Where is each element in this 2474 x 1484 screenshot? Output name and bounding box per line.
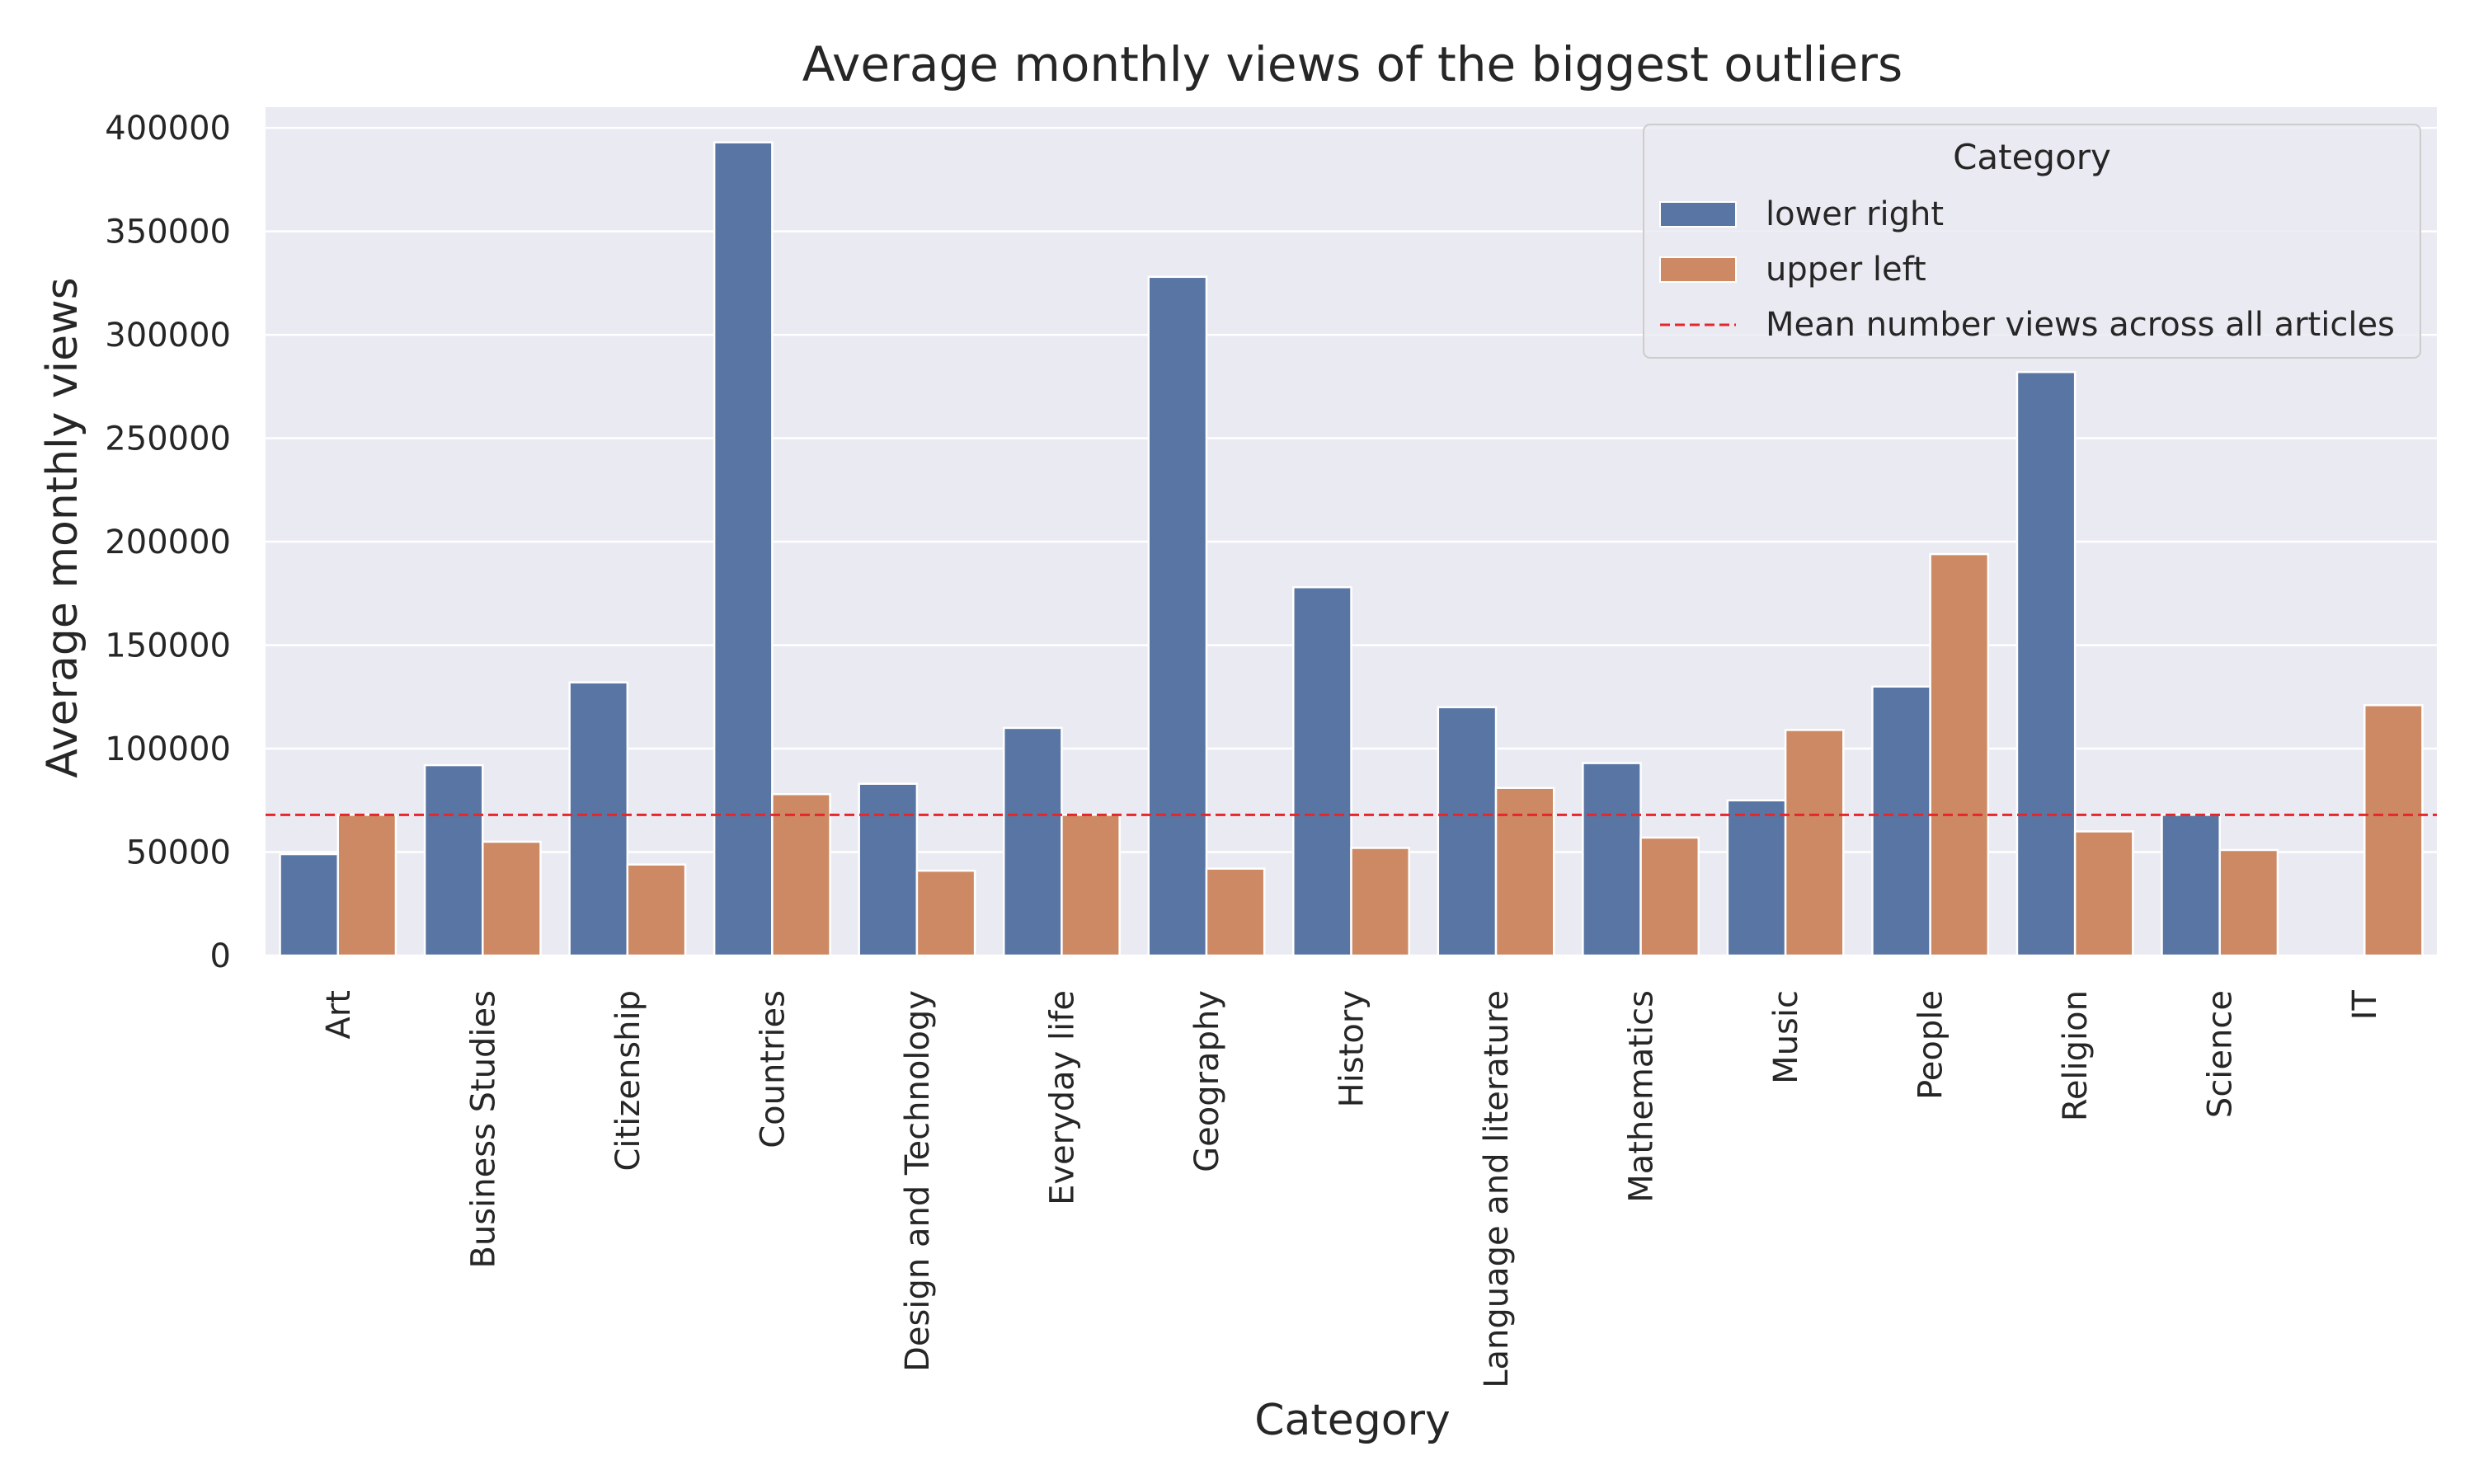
y-tick-label: 400000	[105, 110, 231, 148]
y-tick-labels: 0 50000 100000 150000 200000 250000 300000 3500…	[105, 110, 231, 975]
x-tick-label: Mathematics	[1623, 990, 1661, 1203]
bar	[2161, 814, 2221, 957]
x-tick-label: Everyday life	[1043, 990, 1081, 1205]
y-tick-label: 0	[210, 937, 231, 975]
bar	[626, 863, 687, 957]
y-tick-label: 200000	[105, 524, 231, 561]
bar	[1061, 814, 1121, 957]
bar	[336, 814, 397, 957]
legend-swatch	[1659, 201, 1737, 228]
legend-label: Mean number views across all articles	[1766, 306, 2395, 344]
bar	[1494, 787, 1555, 957]
bar	[2363, 704, 2424, 957]
bar	[482, 840, 542, 957]
legend-box	[1643, 124, 2421, 359]
y-tick-label: 350000	[105, 214, 231, 251]
y-tick-label: 100000	[105, 730, 231, 768]
bar	[858, 782, 919, 957]
x-tick-label: Countries	[754, 990, 792, 1148]
x-tick-label: IT	[2346, 989, 2384, 1020]
bar	[2073, 830, 2134, 957]
chart-title: Average monthly views of the biggest out…	[802, 36, 1903, 92]
x-tick-label: History	[1333, 990, 1371, 1107]
bar	[1205, 867, 1266, 957]
bar	[1437, 706, 1498, 957]
x-tick-label: Design and Technology	[899, 990, 937, 1372]
bar	[279, 852, 340, 957]
y-axis-label: Average monthly views	[38, 277, 87, 777]
y-tick-label: 250000	[105, 420, 231, 458]
x-tick-label: Language and literature	[1478, 990, 1516, 1388]
bar	[1002, 726, 1063, 957]
x-tick-label: Art	[320, 990, 358, 1040]
bar	[1784, 729, 1845, 957]
bar	[1726, 799, 1787, 957]
bar	[2015, 370, 2077, 957]
bar	[1292, 586, 1352, 957]
bar	[423, 763, 484, 957]
x-tick-label: Science	[2202, 990, 2240, 1118]
bar	[1350, 847, 1410, 957]
legend-swatch	[1659, 256, 1737, 283]
bars	[279, 141, 2424, 957]
bar	[1147, 275, 1208, 957]
bar	[915, 869, 976, 957]
y-tick-label: 300000	[105, 317, 231, 355]
x-axis-label: Category	[1254, 1396, 1451, 1445]
bar	[1871, 685, 1931, 957]
x-tick-label: Citizenship	[609, 990, 647, 1172]
y-tick-label: 150000	[105, 627, 231, 665]
bar	[568, 681, 629, 957]
bar	[1929, 552, 1990, 957]
x-tick-label: People	[1912, 990, 1950, 1100]
x-tick-label: Music	[1767, 990, 1805, 1084]
legend-label: lower right	[1766, 195, 1944, 233]
x-tick-label: Religion	[2057, 990, 2095, 1121]
legend-title: Category	[1953, 137, 2111, 177]
bar	[771, 792, 831, 957]
y-tick-label: 50000	[126, 834, 231, 872]
bar	[2218, 848, 2279, 957]
bar	[1582, 762, 1642, 957]
bar	[713, 141, 774, 957]
legend-label: upper left	[1766, 251, 1926, 289]
x-tick-labels: Art Business Studies Citizenship Countries D…	[320, 989, 2384, 1388]
x-tick-label: Geography	[1188, 990, 1226, 1172]
x-tick-label: Business Studies	[464, 990, 502, 1268]
bar	[1639, 836, 1700, 957]
